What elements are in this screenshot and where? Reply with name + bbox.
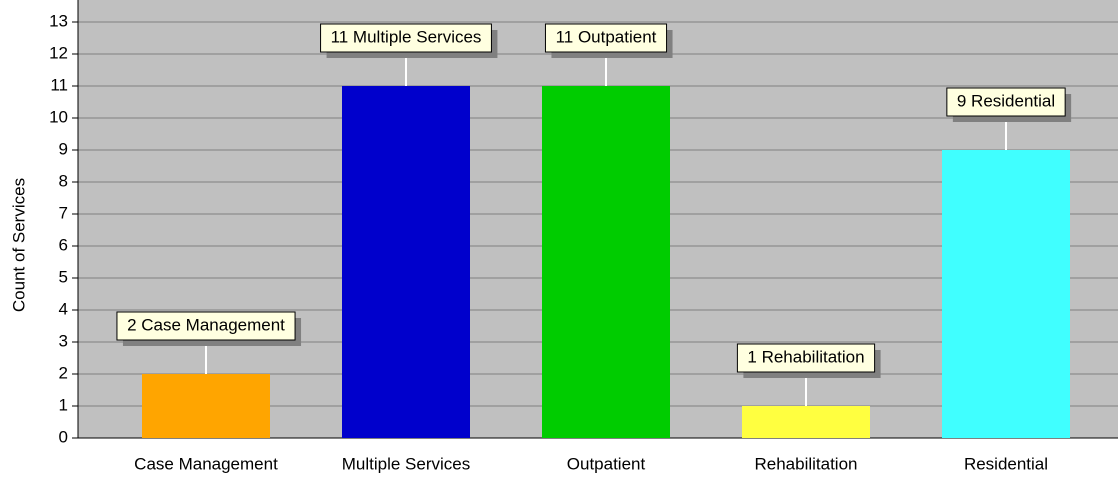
label-box xyxy=(320,23,492,53)
data-label: 11 Outpatient xyxy=(556,27,657,46)
x-tick-label: Outpatient xyxy=(567,454,646,473)
data-label: 9 Residential xyxy=(957,91,1055,110)
bar xyxy=(942,150,1070,438)
label-box xyxy=(736,343,876,373)
y-tick-label: 2 xyxy=(59,363,68,382)
x-tick-label: Case Management xyxy=(134,454,278,473)
label-box xyxy=(946,87,1066,117)
y-tick-label: 9 xyxy=(59,139,68,158)
bar xyxy=(742,406,870,438)
label-box xyxy=(116,311,296,341)
y-tick-label: 13 xyxy=(49,11,68,30)
label-box xyxy=(544,23,668,53)
y-axis-title: Count of Services xyxy=(9,178,28,312)
y-tick-label: 10 xyxy=(49,107,68,126)
data-label: 11 Multiple Services xyxy=(331,27,482,46)
bar xyxy=(142,374,270,438)
data-label: 1 Rehabilitation xyxy=(747,347,864,366)
y-tick-label: 8 xyxy=(59,171,68,190)
y-tick-label: 1 xyxy=(59,395,68,414)
x-tick-label: Residential xyxy=(964,454,1048,473)
x-tick-label: Rehabilitation xyxy=(754,454,857,473)
y-tick-label: 0 xyxy=(59,427,68,446)
y-tick-label: 4 xyxy=(59,299,68,318)
bar xyxy=(542,86,670,438)
y-tick-label: 11 xyxy=(50,75,68,94)
bar xyxy=(342,86,470,438)
y-tick-label: 6 xyxy=(59,235,68,254)
y-tick-label: 12 xyxy=(49,43,68,62)
x-tick-label: Multiple Services xyxy=(342,454,471,473)
y-tick-label: 5 xyxy=(59,267,68,286)
y-tick-label: 7 xyxy=(59,203,68,222)
y-tick-label: 3 xyxy=(59,331,68,350)
data-label: 2 Case Management xyxy=(127,315,285,334)
